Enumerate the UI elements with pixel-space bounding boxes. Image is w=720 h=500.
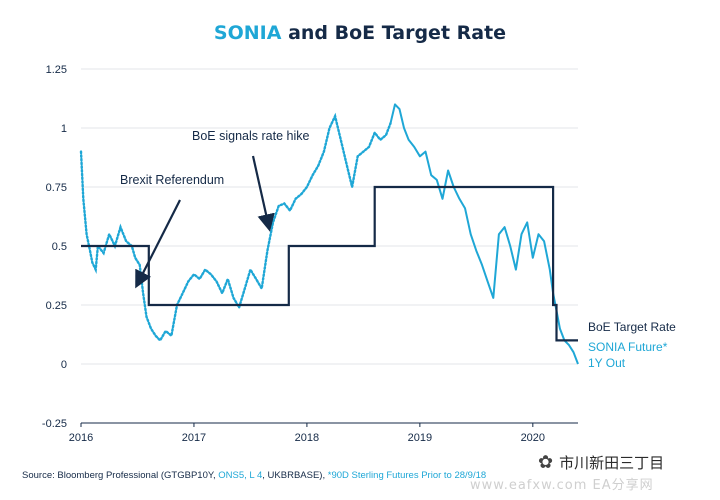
source-highlight-2: *90D Sterling Futures Prior to 28/9/18 bbox=[327, 470, 487, 481]
chart-title-accent: SONIA bbox=[213, 22, 282, 44]
boe-end-label: BoE Target Rate bbox=[588, 320, 676, 334]
boe-series-line bbox=[81, 185, 578, 342]
source-highlight-1: ONS5, L 4 bbox=[218, 470, 263, 481]
x-tick-label: 2018 bbox=[295, 432, 319, 444]
watermark-text: 市川新田三丁目 bbox=[559, 454, 665, 472]
x-tick-label: 2020 bbox=[521, 432, 545, 444]
source-middle: , UKBRBASE), bbox=[262, 470, 328, 481]
y-tick-label: 0.25 bbox=[46, 300, 67, 312]
source-note: Source: Bloomberg Professional (GTGBP10Y… bbox=[22, 470, 486, 481]
sonia-series-dotted bbox=[79, 112, 392, 343]
y-tick-label: 1.25 bbox=[46, 64, 67, 76]
annotation-brexit-arrow bbox=[135, 199, 181, 289]
sonia-end-label-1: SONIA Future* bbox=[588, 340, 668, 354]
sonia-end-label-2: 1Y Out bbox=[588, 356, 626, 370]
x-tick-label: 2016 bbox=[69, 432, 93, 444]
chart-title-rest: and BoE Target Rate bbox=[288, 22, 507, 44]
watermark-url: www.eafxw.com EA分享网 bbox=[470, 478, 654, 493]
watermark: ✿ 市川新田三丁目 bbox=[538, 452, 664, 473]
y-tick-label: 0 bbox=[61, 359, 67, 371]
y-tick-label: -0.25 bbox=[42, 418, 67, 430]
annotation-boe-signals: BoE signals rate hike bbox=[192, 129, 309, 143]
wechat-icon: ✿ bbox=[538, 452, 554, 473]
y-tick-label: 1 bbox=[61, 123, 67, 135]
x-tick-label: 2019 bbox=[408, 432, 432, 444]
annotation-brexit: Brexit Referendum bbox=[120, 173, 224, 187]
annotation-boe-signals-arrow bbox=[251, 155, 275, 232]
y-tick-label: 0.5 bbox=[52, 241, 67, 253]
x-tick-label: 2017 bbox=[182, 432, 206, 444]
sonia-series-solid bbox=[389, 103, 579, 365]
source-prefix: Source: Bloomberg Professional (GTGBP10Y… bbox=[22, 470, 219, 481]
y-tick-label: 0.75 bbox=[46, 182, 67, 194]
chart-title: SONIA and BoE Target Rate bbox=[0, 22, 720, 44]
